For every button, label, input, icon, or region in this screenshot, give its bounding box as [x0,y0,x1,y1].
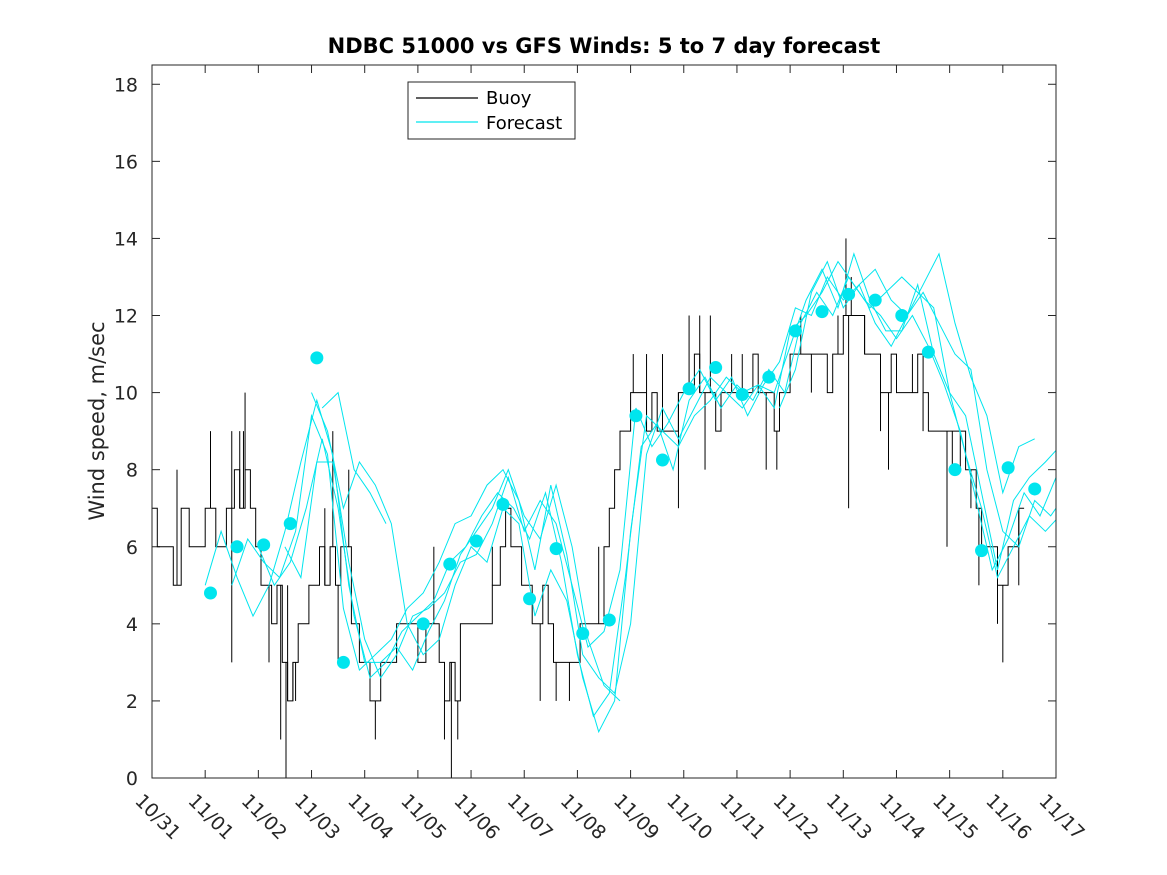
forecast-marker [310,351,324,365]
forecast-marker [629,409,643,423]
forecast-marker [921,345,935,359]
y-tick-label: 18 [114,74,138,96]
forecast-marker [523,592,537,606]
y-tick-label: 2 [126,691,138,713]
forecast-marker [1028,482,1042,496]
forecast-marker [336,655,350,669]
forecast-line [257,275,1057,718]
forecast-marker [788,324,802,338]
forecast-line [284,275,1057,679]
forecast-marker [230,540,244,554]
forecast-marker [496,497,510,511]
y-axis: 0 2 4 6 8 10 12 14 16 18 [114,74,1056,790]
legend-buoy-label: Buoy [486,88,532,109]
y-tick-label: 4 [126,614,138,636]
legend-box [407,81,576,140]
forecast-marker [868,293,882,307]
y-tick-label: 0 [126,768,138,790]
y-tick-label: 6 [126,537,138,559]
forecast-marker [257,538,271,552]
forecast-marker [735,388,749,402]
forecast-marker [762,370,776,384]
forecast-marker [203,586,217,600]
forecast-marker [655,453,669,467]
forecast-marker [682,382,696,396]
y-axis-label: Wind speed, m/sec [85,321,109,520]
forecast-marker [895,309,909,323]
forecast-marker [709,361,723,375]
plot-frame [151,64,1057,779]
forecast-marker [549,542,563,556]
forecast-marker [576,626,590,640]
chart-title: NDBC 51000 vs GFS Winds: 5 to 7 day fore… [328,34,881,58]
forecast-marker [842,287,856,301]
plot-area [152,65,1056,778]
buoy-series [152,238,1025,778]
forecast-marker [815,305,829,319]
forecast-markers [203,287,1042,669]
legend-forecast-label: Forecast [486,113,562,134]
forecast-marker [443,557,457,571]
forecast-marker [975,544,989,558]
forecast-marker [602,613,616,627]
y-tick-label: 10 [114,383,138,405]
y-tick-label: 8 [126,460,138,482]
y-tick-label: 16 [114,151,138,173]
forecast-marker [948,463,962,477]
forecast-line [311,260,1057,734]
forecast-marker [416,617,430,631]
forecast-line [231,252,1057,695]
forecast-line [321,391,387,524]
forecast-marker [469,534,483,548]
forecast-marker [1001,461,1015,475]
y-tick-label: 14 [114,228,138,250]
forecast-line [204,398,621,702]
forecast-marker [283,517,297,531]
legend: Buoy Forecast [407,81,576,140]
forecast-series-group [204,252,1057,734]
y-tick-label: 12 [114,306,138,328]
